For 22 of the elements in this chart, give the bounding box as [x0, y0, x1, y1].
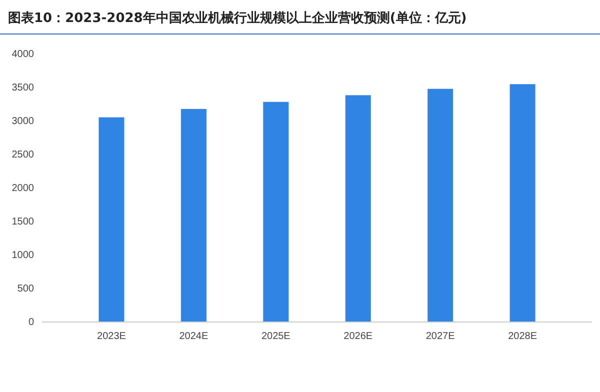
- bar: [180, 108, 206, 322]
- bar: [428, 88, 454, 322]
- y-tick-label: 0: [28, 317, 34, 328]
- y-tick-label: 4000: [12, 49, 34, 60]
- y-tick-label: 1000: [12, 250, 34, 262]
- bar: [263, 102, 289, 322]
- bar: [510, 84, 536, 322]
- y-tick-label: 3000: [12, 116, 34, 128]
- y-tick-label: 3500: [12, 82, 34, 94]
- y-tick-label: 500: [17, 284, 34, 295]
- y-tick-label: 2000: [12, 183, 34, 194]
- x-tick-label: 2027E: [426, 331, 456, 342]
- y-tick-label: 1500: [12, 216, 34, 228]
- bar: [345, 95, 371, 322]
- chart-title: 图表10：2023-2028年中国农业机械行业规模以上企业营收预测(单位：亿元): [8, 10, 467, 26]
- y-tick-label: 2500: [12, 150, 34, 161]
- x-tick-label: 2026E: [344, 331, 373, 342]
- x-tick-label: 2028E: [508, 331, 538, 342]
- bar: [98, 117, 124, 322]
- x-tick-label: 2025E: [261, 331, 291, 342]
- x-tick-label: 2023E: [97, 331, 126, 342]
- x-tick-label: 2024E: [179, 331, 208, 342]
